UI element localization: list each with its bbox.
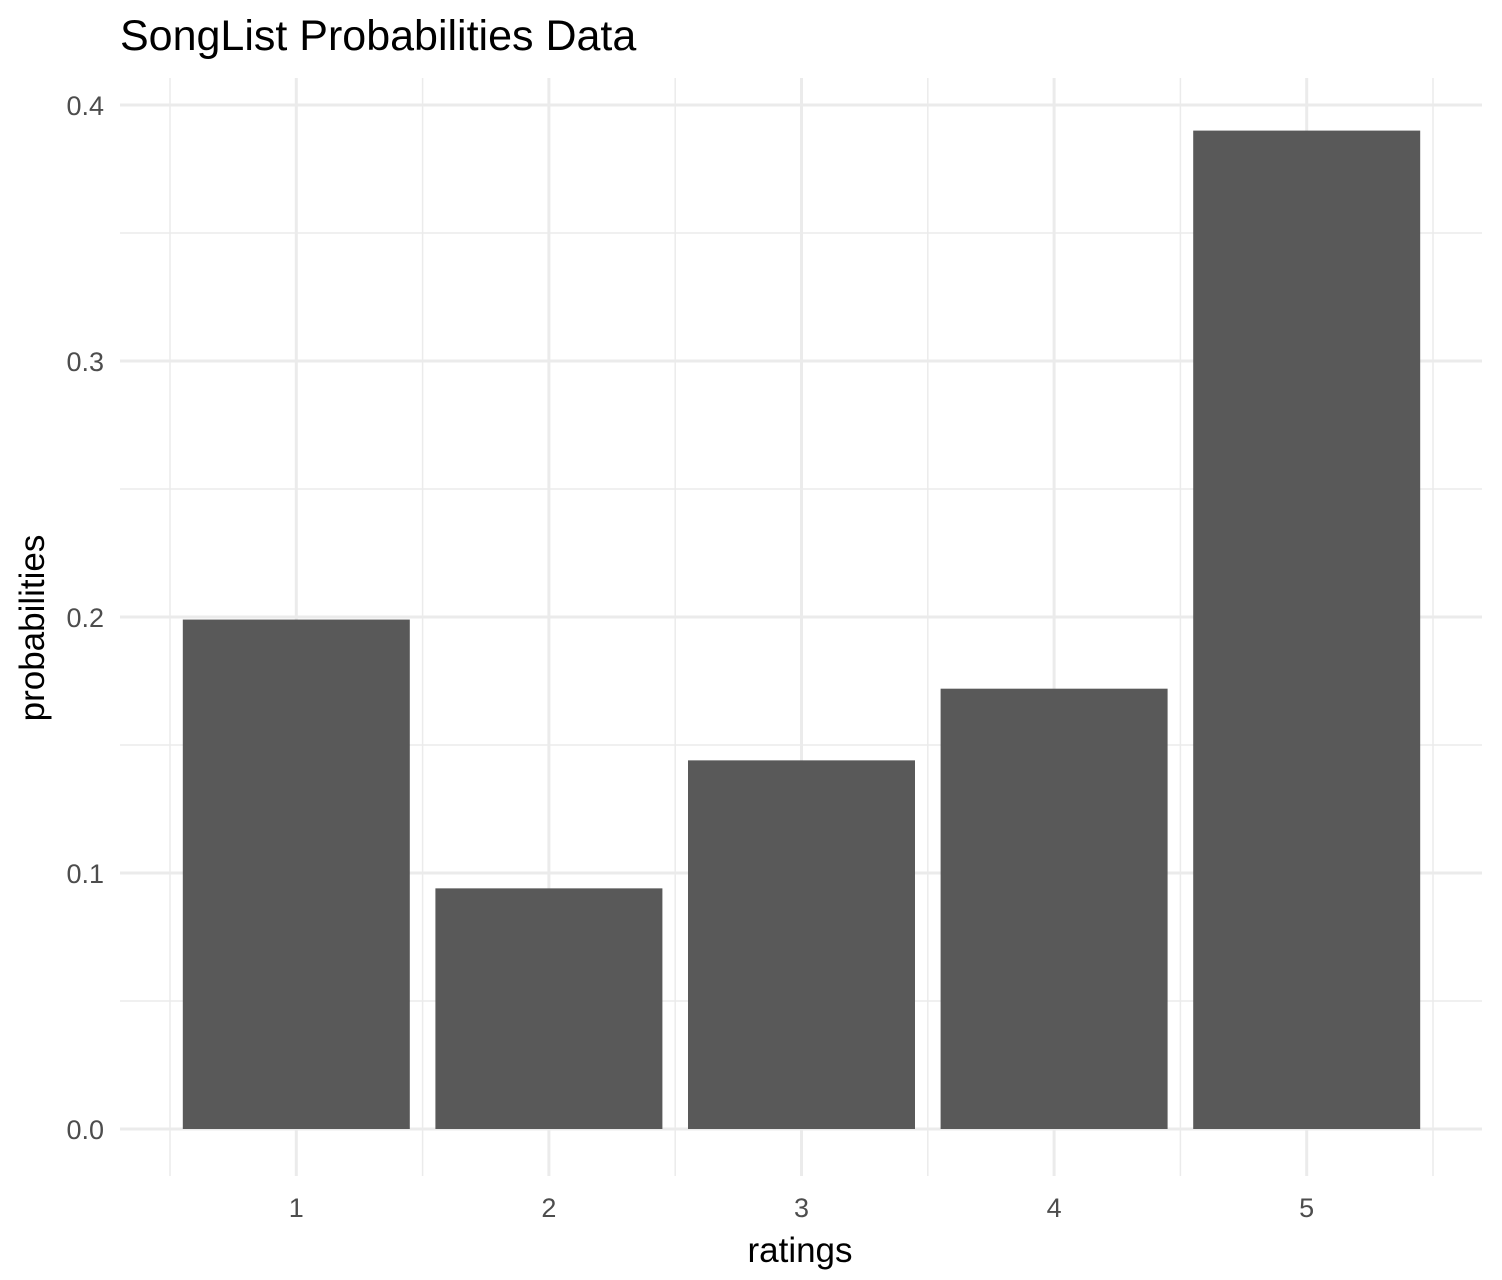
bar-1 (182, 619, 410, 1129)
y-tick-label: 0.1 (66, 859, 104, 889)
x-tick-label: 4 (1047, 1193, 1062, 1223)
x-tick-label: 2 (541, 1193, 556, 1223)
y-tick-label: 0.2 (66, 603, 104, 633)
x-tick-label: 1 (289, 1193, 304, 1223)
y-tick-label: 0.0 (66, 1115, 104, 1145)
y-tick-label: 0.3 (66, 347, 104, 377)
y-axis-ticks: 0.0 0.1 0.2 0.3 0.4 (66, 91, 104, 1145)
bar-3 (688, 760, 915, 1129)
bars (182, 130, 1421, 1130)
bar-2 (435, 888, 663, 1129)
chart-title: SongList Probabilities Data (120, 12, 636, 60)
bar-4 (940, 688, 1168, 1129)
bar-5 (1193, 130, 1421, 1130)
x-axis-title: ratings (747, 1231, 852, 1270)
x-axis-ticks: 1 2 3 4 5 (289, 1193, 1314, 1223)
x-tick-label: 5 (1299, 1193, 1314, 1223)
y-axis-title: probabilities (13, 535, 52, 722)
y-tick-label: 0.4 (66, 91, 104, 121)
x-tick-label: 3 (794, 1193, 809, 1223)
